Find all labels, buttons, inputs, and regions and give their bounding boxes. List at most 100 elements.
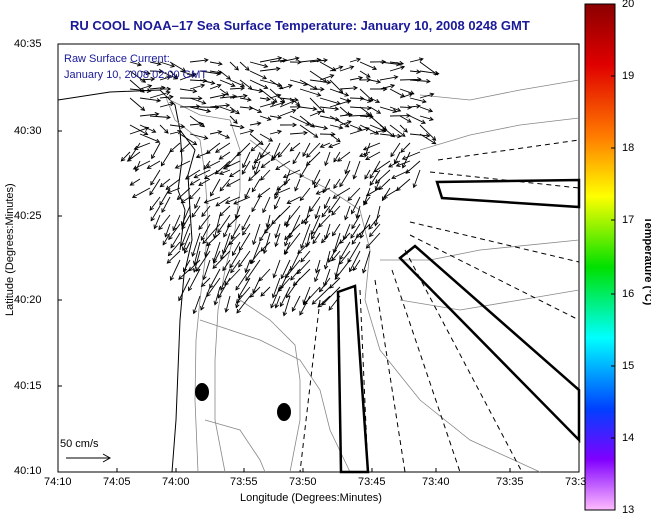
current-vector-head (299, 173, 304, 179)
current-vector (236, 295, 251, 314)
y-axis-label: Latitude (Degrees:Minutes) (4, 183, 16, 316)
current-vector-head (219, 170, 224, 175)
current-vector-head (158, 68, 164, 74)
current-vector-head (199, 121, 204, 127)
current-vector-head (133, 145, 139, 151)
current-vector-head (324, 161, 329, 167)
current-vector-head (192, 309, 197, 315)
current-vector (333, 151, 341, 163)
current-vector (235, 295, 241, 308)
current-vector-head (172, 226, 177, 232)
x-tick-marks (57, 468, 580, 472)
current-vector-head (235, 298, 241, 304)
current-vector-head (323, 204, 329, 210)
current-vector-head (290, 275, 295, 281)
current-vectors (120, 56, 440, 317)
current-vector (189, 187, 201, 200)
current-vector (219, 79, 235, 87)
current-vector-head (266, 96, 271, 102)
current-vector-head (192, 267, 198, 273)
current-vector-head (230, 82, 236, 88)
current-vector (329, 66, 343, 72)
current-vector (159, 61, 175, 67)
current-vector-head (390, 152, 395, 158)
current-vector (379, 61, 400, 65)
current-vector-head (159, 182, 165, 188)
current-vector (248, 169, 261, 181)
x-tick-label: 73:50 (289, 476, 317, 488)
current-vector (374, 205, 381, 226)
current-vector-head (390, 83, 396, 89)
current-vector (323, 268, 331, 287)
current-vector (181, 196, 191, 204)
current-vector-head (338, 88, 344, 94)
current-vector-head (198, 225, 203, 231)
current-vector-head (313, 133, 319, 138)
plot-frame (57, 43, 580, 473)
current-vector (241, 214, 251, 231)
current-vector-head (373, 221, 379, 227)
current-vector (129, 127, 149, 135)
current-vector (147, 160, 161, 169)
current-vector (394, 151, 401, 164)
current-vector (399, 124, 408, 133)
current-vector-head (270, 156, 276, 162)
current-vector (181, 205, 191, 226)
current-vector (311, 223, 321, 240)
current-vector-head (365, 244, 371, 249)
current-vector-head (319, 143, 325, 148)
current-vector (194, 169, 211, 179)
current-vector (318, 214, 331, 228)
current-vector-head (382, 128, 388, 133)
current-vector-head (277, 115, 282, 120)
current-vector-head (292, 159, 297, 165)
current-vector (129, 97, 145, 111)
x-tick-label: 73:40 (422, 476, 450, 488)
current-vector-head (303, 130, 308, 136)
current-vector (369, 129, 387, 135)
current-vector-head (310, 230, 315, 236)
current-vector-head (280, 274, 285, 280)
current-vector-head (144, 126, 150, 131)
current-vector (233, 196, 251, 205)
current-vector (249, 88, 263, 92)
current-vector (269, 94, 281, 99)
current-vector-head (418, 57, 424, 62)
current-vector (169, 70, 178, 79)
current-vector (328, 295, 341, 311)
current-vector (225, 196, 241, 204)
current-vector-head (257, 193, 263, 198)
current-vector (203, 160, 211, 170)
current-vector-head (170, 243, 175, 249)
current-vector-head (165, 90, 171, 96)
current-vector (369, 106, 381, 114)
current-vector (258, 268, 271, 282)
current-vector (169, 142, 181, 153)
current-vector (225, 295, 231, 313)
current-legend-line2: January 10, 2008 02:00 GMT (64, 69, 208, 81)
current-vector-head (225, 182, 231, 187)
current-vector (283, 295, 291, 316)
current-vector (339, 87, 358, 90)
current-vector (169, 61, 186, 72)
current-vector (168, 223, 181, 240)
x-tick-label: 73:45 (358, 476, 386, 488)
current-vector (139, 133, 160, 143)
current-vector-head (159, 201, 164, 206)
y-tick-label: 40:35 (14, 38, 42, 50)
current-vector (353, 160, 361, 179)
current-vector-head (258, 140, 264, 146)
current-vector-head (248, 176, 253, 182)
current-vector (251, 178, 261, 192)
current-vector-head (323, 58, 329, 63)
current-vector (379, 106, 397, 113)
current-vector-head (300, 257, 305, 263)
current-vector (369, 169, 381, 186)
current-vector-head (277, 129, 283, 135)
current-vector (169, 130, 182, 135)
current-vector-head (169, 94, 174, 100)
current-vector-head (181, 224, 186, 230)
current-vector-head (259, 236, 264, 242)
current-vector-head (223, 232, 228, 238)
current-vector-head (188, 194, 194, 200)
